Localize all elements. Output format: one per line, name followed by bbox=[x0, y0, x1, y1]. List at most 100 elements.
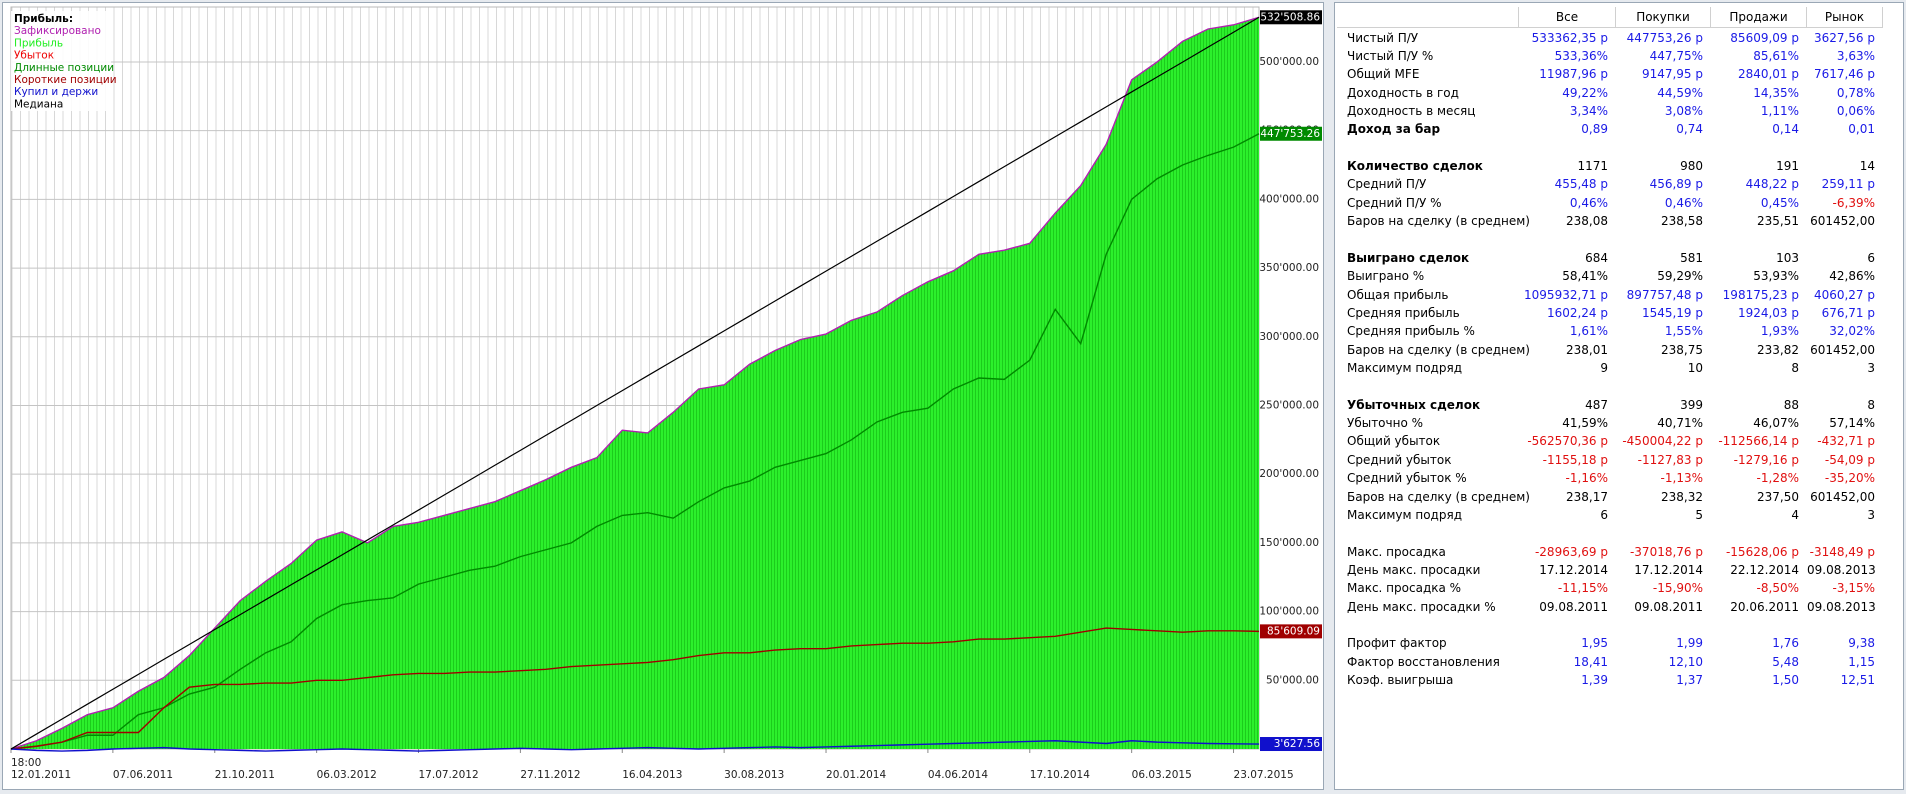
x-tick-label: 21.10.2011 bbox=[215, 769, 275, 781]
y-tick-label: 50'000.00 bbox=[1266, 674, 1319, 686]
cell-value: -3148,49 р bbox=[1809, 544, 1875, 559]
cell-value: 3 bbox=[1867, 360, 1875, 375]
cell-value: -1,28% bbox=[1756, 471, 1799, 486]
cell-value: 53,93% bbox=[1753, 269, 1799, 284]
cell-value: 684 bbox=[1585, 250, 1608, 265]
cell-value: 5 bbox=[1695, 507, 1703, 522]
cell-value: 22.12.2014 bbox=[1730, 562, 1799, 577]
cell-value: 88 bbox=[1783, 397, 1799, 412]
end-label-bg bbox=[1260, 624, 1322, 639]
row-label: Доходность в месяц bbox=[1347, 103, 1476, 118]
line bbox=[10, 740, 1260, 752]
cell-value: 237,50 bbox=[1757, 489, 1799, 504]
cell-value: 601452,00 bbox=[1810, 214, 1875, 229]
cell-value: 0,45% bbox=[1760, 195, 1799, 210]
row-label: Профит фактор bbox=[1347, 636, 1447, 651]
cell-value: 1602,24 р bbox=[1546, 305, 1608, 320]
legend-bg bbox=[11, 11, 111, 111]
legend-entry: Купил и держи bbox=[14, 86, 98, 98]
cell-value: 1545,19 р bbox=[1641, 305, 1703, 320]
x-tick-label: 30.08.2013 bbox=[724, 769, 784, 781]
cell-value: 455,48 р bbox=[1554, 177, 1608, 192]
row-label: Общий убыток bbox=[1347, 434, 1441, 449]
cell-value: 233,82 bbox=[1757, 342, 1799, 357]
header-corner bbox=[1337, 7, 1519, 28]
row-label: Количество сделок bbox=[1347, 159, 1483, 174]
cell-value: 0,78% bbox=[1836, 85, 1875, 100]
cell-value: 0,14 bbox=[1772, 122, 1799, 137]
cell-value: -3,15% bbox=[1832, 581, 1875, 596]
cell-value: 17.12.2014 bbox=[1634, 562, 1703, 577]
cell-value: -1279,16 р bbox=[1733, 452, 1799, 467]
cell-value: 2840,01 р bbox=[1737, 67, 1799, 82]
cell-value: -15,90% bbox=[1652, 581, 1703, 596]
x-tick-label: 04.06.2014 bbox=[928, 769, 988, 781]
cell-value: 0,01 bbox=[1848, 122, 1875, 137]
row-label: Средняя прибыль bbox=[1347, 305, 1460, 320]
cell-value: 41,59% bbox=[1562, 416, 1608, 431]
cell-value: 1924,03 р bbox=[1737, 305, 1799, 320]
cell-value: 20.06.2011 bbox=[1730, 599, 1799, 614]
cell-value: -450004,22 р bbox=[1622, 434, 1703, 449]
line bbox=[10, 16, 1260, 750]
y-tick-label: 350'000.00 bbox=[1259, 262, 1319, 274]
cell-value: -1,16% bbox=[1565, 471, 1608, 486]
cell-value: -54,09 р bbox=[1824, 452, 1875, 467]
row-label: Фактор восстановления bbox=[1347, 654, 1500, 669]
cell-value: 1,95 bbox=[1581, 636, 1608, 651]
cell-value: 17.12.2014 bbox=[1539, 562, 1608, 577]
cell-value: -1,13% bbox=[1660, 471, 1703, 486]
column-header: Покупки bbox=[1616, 7, 1711, 28]
legend-entry: Убыток bbox=[14, 50, 54, 62]
end-label-bg bbox=[1260, 10, 1322, 25]
row-label: Средний убыток % bbox=[1347, 471, 1467, 486]
cell-value: 18,41 bbox=[1573, 654, 1608, 669]
cell-value: -1127,83 р bbox=[1637, 452, 1703, 467]
y-tick-label: 250'000.00 bbox=[1259, 399, 1319, 411]
row-label: Убыточных сделок bbox=[1347, 397, 1481, 412]
cell-value: 1,61% bbox=[1569, 324, 1608, 339]
cell-value: 49,22% bbox=[1562, 85, 1608, 100]
cell-value: 259,11 р bbox=[1821, 177, 1875, 192]
cell-value: 46,07% bbox=[1753, 416, 1799, 431]
end-label: 85'609.09 bbox=[1267, 625, 1320, 637]
cell-value: 40,71% bbox=[1657, 416, 1703, 431]
legend-title: Прибыль: bbox=[14, 13, 73, 25]
end-label: 3'627.56 bbox=[1274, 738, 1321, 750]
cell-value: 9,38 bbox=[1848, 636, 1875, 651]
column-header: Все bbox=[1519, 7, 1616, 28]
cell-value: -562570,36 р bbox=[1527, 434, 1608, 449]
row-label: Максимум подряд bbox=[1347, 360, 1462, 375]
cell-value: 0,89 bbox=[1581, 122, 1608, 137]
cell-value: 85,61% bbox=[1753, 48, 1799, 63]
row-label: Средний П/У bbox=[1347, 177, 1427, 192]
cell-value: 0,46% bbox=[1664, 195, 1703, 210]
cell-value: 14,35% bbox=[1753, 85, 1799, 100]
y-tick-label: 200'000.00 bbox=[1259, 468, 1319, 480]
cell-value: 980 bbox=[1680, 159, 1703, 174]
cell-value: 601452,00 bbox=[1810, 489, 1875, 504]
cell-value: 7617,46 р bbox=[1813, 67, 1875, 82]
cell-value: 198175,23 р bbox=[1722, 287, 1799, 302]
end-label-bg bbox=[1260, 126, 1322, 141]
cell-value: 12,51 bbox=[1840, 673, 1875, 688]
cell-value: 238,08 bbox=[1566, 214, 1608, 229]
cell-value: 44,59% bbox=[1657, 85, 1703, 100]
cell-value: 6 bbox=[1867, 250, 1875, 265]
cell-value: 601452,00 bbox=[1810, 342, 1875, 357]
cell-value: -37018,76 р bbox=[1629, 544, 1703, 559]
column-header: Продажи bbox=[1711, 7, 1807, 28]
cell-value: 191 bbox=[1776, 159, 1799, 174]
row-label: Средний П/У % bbox=[1347, 195, 1442, 210]
cell-value: 3627,56 р bbox=[1813, 30, 1875, 45]
cell-value: 448,22 р bbox=[1745, 177, 1799, 192]
x-tick-label: 17.10.2014 bbox=[1030, 769, 1090, 781]
cell-value: 238,01 bbox=[1566, 342, 1608, 357]
y-tick-label: 400'000.00 bbox=[1259, 193, 1319, 205]
row-label: Общая прибыль bbox=[1347, 287, 1449, 302]
row-label: День макс. просадки bbox=[1347, 562, 1481, 577]
cell-value: 57,14% bbox=[1829, 416, 1875, 431]
x-tick-label: 12.01.2011 bbox=[11, 769, 71, 781]
cell-value: 235,51 bbox=[1757, 214, 1799, 229]
cell-value: 5,48 bbox=[1772, 654, 1799, 669]
